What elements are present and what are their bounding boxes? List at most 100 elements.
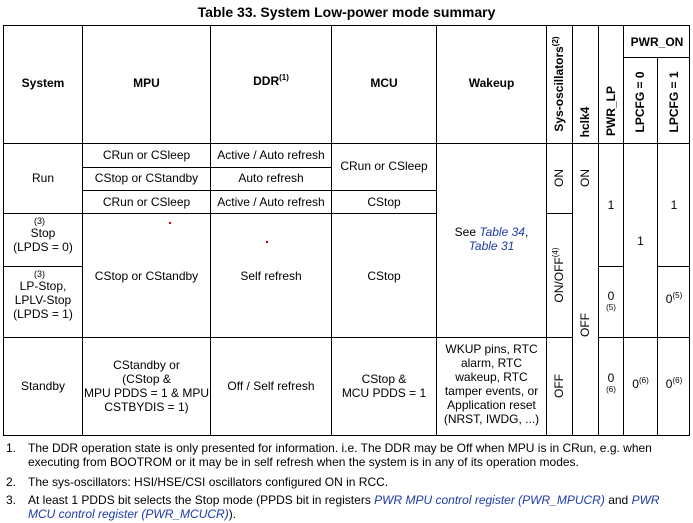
footnote-2-text: The sys-oscillators: HSI/HSE/CSI oscilla…: [28, 475, 389, 489]
run-ddr-2: Auto refresh: [238, 171, 304, 185]
link-pwr-mcucr[interactable]: PWR MCU control register (PWR_MCUCR): [28, 493, 660, 521]
footnote-2-num: 2.: [6, 475, 17, 489]
stop-wakeup-sep: ,: [524, 225, 529, 239]
run-system: Run: [31, 171, 54, 185]
stop-mpu: CStop or CStandby: [94, 269, 199, 283]
run-mpu-1: CRun or CSleep: [102, 148, 191, 162]
standby-mcu-l1: CStop &: [361, 372, 407, 386]
run-ddr-3: Active / Auto refresh: [217, 195, 325, 209]
run-hclk4: ON: [578, 169, 592, 187]
stop-line1: Stop: [30, 226, 56, 240]
standby-mcu: CStop & MCU PDDS = 1: [332, 372, 436, 400]
header-sys-osc-note: (2): [551, 36, 560, 47]
run-mpu-3: CRun or CSleep: [102, 195, 191, 209]
standby-mpu-l4: CSTBYDIS = 1): [104, 400, 189, 414]
standby-wakeup-l2: alarm, RTC: [460, 356, 523, 370]
footnote-1-num: 1.: [6, 441, 17, 455]
standby-lpcfg1: 0(6): [658, 376, 690, 392]
lpstop-note: (3): [34, 269, 45, 279]
standby-lpcfg1-note: (6): [672, 376, 683, 385]
standby-mpu-l3: MPU PDDS = 1 & MPU: [83, 386, 210, 400]
standby-wakeup-l3: wakeup, RTC: [455, 370, 528, 384]
header-hclk4: hclk4: [578, 106, 592, 138]
header-pwr-on: PWR_ON: [630, 35, 684, 49]
stop-mcu: CStop: [367, 269, 401, 283]
footnote-3: 3. At least 1 PDDS bit selects the Stop …: [6, 493, 686, 521]
footnote-1-text: The DDR operation state is only presente…: [28, 441, 652, 469]
header-pwr-lp: PWR_LP: [604, 86, 618, 137]
standby-wakeup-l5: Application reset: [447, 398, 536, 412]
stop-wakeup: See Table 34, Table 31: [437, 225, 546, 253]
stop-sys-osc-note: (4): [551, 247, 560, 258]
header-sys-osc-label: Sys-oscillators: [552, 46, 566, 132]
run-pwr-lp: 1: [607, 198, 615, 212]
stop-lpcfg0: 1: [637, 234, 644, 248]
link-table-31[interactable]: Table 31: [468, 239, 515, 253]
run-mpu-2: CStop or CStandby: [94, 171, 199, 185]
run-sys-osc: ON: [552, 169, 566, 187]
standby-pwr-lp-note: (6): [606, 385, 616, 394]
footnote-1: 1. The DDR operation state is only prese…: [6, 441, 686, 469]
run-ddr-1: Active / Auto refresh: [217, 148, 325, 162]
lpstop-lpcfg1: 0(5): [658, 291, 690, 307]
red-mark: [169, 222, 171, 224]
standby-ddr: Off / Self refresh: [227, 379, 315, 393]
header-ddr-note: (1): [279, 73, 289, 82]
standby-mpu-l1: CStandby or: [113, 358, 180, 372]
link-pwr-mpucr[interactable]: PWR MPU control register (PWR_MPUCR): [374, 493, 605, 507]
run-mcu-b: CStop: [367, 195, 401, 209]
run-lpcfg1: 1: [670, 198, 678, 212]
lpstop-pwr-lp-note: (5): [606, 303, 616, 312]
red-mark: [266, 241, 268, 243]
stop-note: (3): [34, 216, 45, 226]
header-mpu: MPU: [133, 76, 160, 90]
header-sys-oscillators: Sys-oscillators(2): [551, 34, 566, 134]
footnote-2: 2. The sys-oscillators: HSI/HSE/CSI osci…: [6, 475, 686, 489]
header-system: System: [21, 76, 65, 90]
stop-line2: (LPDS = 0): [13, 240, 73, 254]
header-wakeup: Wakeup: [468, 76, 515, 90]
header-mcu: MCU: [370, 76, 398, 90]
table-title: Table 33. System Low-power mode summary: [197, 4, 496, 20]
standby-pwr-lp-val: 0: [607, 371, 615, 385]
header-lpcfg1: LPCFG = 1: [667, 71, 681, 133]
standby-wakeup-l1: WKUP pins, RTC: [445, 342, 538, 356]
standby-lpcfg0-note: (6): [638, 376, 649, 385]
run-mcu-a: CRun or CSleep: [340, 159, 428, 173]
standby-mpu-l2: (CStop &: [122, 372, 171, 386]
standby-wakeup: WKUP pins, RTC alarm, RTC wakeup, RTC ta…: [437, 342, 546, 426]
header-lpcfg0: LPCFG = 0: [633, 71, 647, 133]
standby-pwr-lp: 0 (6): [599, 371, 623, 394]
footnote-3-mid: and: [604, 493, 632, 507]
standby-wakeup-l4: tamper events, or: [444, 384, 539, 398]
standby-mpu: CStandby or (CStop & MPU PDDS = 1 & MPU …: [83, 358, 210, 414]
lpstop-lpcfg1-note: (5): [672, 291, 683, 300]
lpstop-pwr-lp: 0 (5): [599, 289, 623, 312]
header-ddr: DDR(1): [211, 73, 331, 89]
standby-lpcfg1-val: 0: [665, 377, 673, 391]
footnote-3-num: 3.: [6, 493, 17, 507]
link-table-34[interactable]: Table 34: [479, 225, 525, 239]
stop-sys-osc-label: ON/OFF: [552, 257, 566, 303]
hclk4-off: OFF: [578, 313, 592, 337]
lpstop-system: (3) LP-Stop, LPLV-Stop (LPDS = 1): [4, 269, 82, 321]
lpstop-line1: LP-Stop,: [19, 279, 67, 293]
stop-ddr: Self refresh: [240, 269, 302, 283]
stop-system: (3) Stop (LPDS = 0): [4, 216, 82, 254]
standby-sys-osc: OFF: [552, 374, 566, 398]
standby-mcu-l2: MCU PDDS = 1: [341, 386, 427, 400]
footnote-3-suffix: ).: [228, 507, 237, 521]
standby-wakeup-l6: (NRST, IWDG, ...): [443, 412, 540, 426]
lpstop-line2: LPLV-Stop: [14, 293, 72, 307]
header-ddr-label: DDR: [253, 74, 280, 88]
footnote-3-text: At least 1 PDDS bit selects the Stop mod…: [28, 493, 686, 521]
lpstop-lpcfg1-val: 0: [665, 292, 673, 306]
standby-lpcfg0: 0(6): [624, 376, 657, 392]
lpstop-pwr-lp-val: 0: [607, 289, 615, 303]
footnote-3-prefix: At least 1 PDDS bit selects the Stop mod…: [28, 493, 375, 507]
standby-lpcfg0-val: 0: [632, 377, 639, 391]
stop-wakeup-prefix: See: [454, 225, 480, 239]
stop-sys-osc: ON/OFF(4): [551, 235, 566, 315]
standby-system: Standby: [20, 379, 66, 393]
